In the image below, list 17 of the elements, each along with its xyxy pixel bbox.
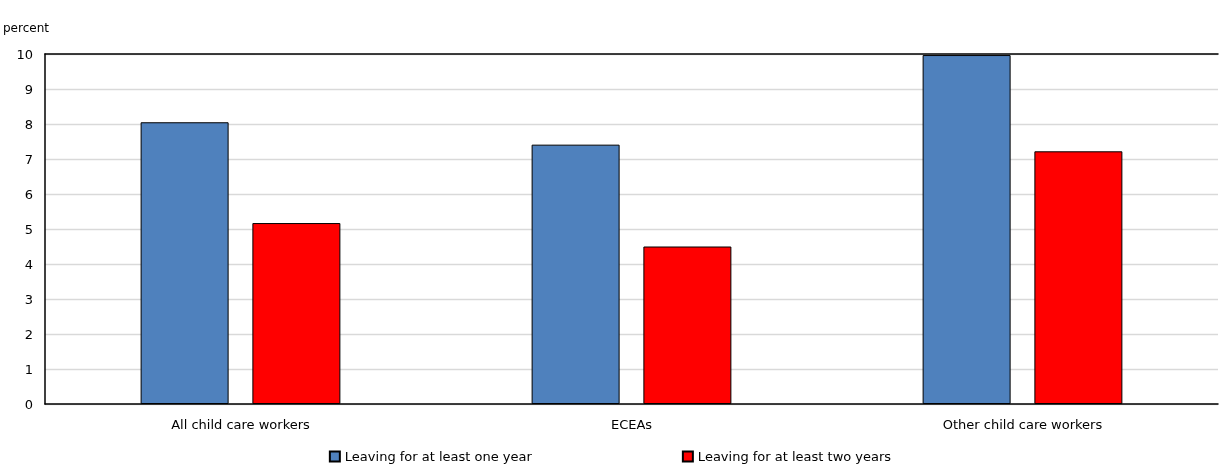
y-tick-label: 6 (24, 186, 33, 202)
y-tick-label: 4 (24, 256, 33, 272)
legend-label: Leaving for at least one year (344, 449, 533, 464)
y-axis-title: percent (3, 21, 50, 35)
x-tick-label: ECEAs (610, 417, 653, 432)
y-tick-label: 5 (24, 221, 33, 237)
y-tick-label: 0 (24, 396, 33, 412)
y-tick-label: 1 (24, 361, 33, 377)
legend-label: Leaving for at least two years (697, 449, 892, 464)
y-tick-label: 9 (24, 81, 33, 97)
y-tick-label: 2 (24, 326, 33, 342)
y-tick-label: 10 (16, 46, 33, 62)
y-tick-label: 8 (24, 116, 33, 132)
x-tick-label: All child care workers (171, 417, 311, 432)
y-tick-label: 7 (24, 151, 33, 167)
x-tick-label: Other child care workers (942, 417, 1103, 432)
y-tick-label: 3 (24, 291, 33, 307)
